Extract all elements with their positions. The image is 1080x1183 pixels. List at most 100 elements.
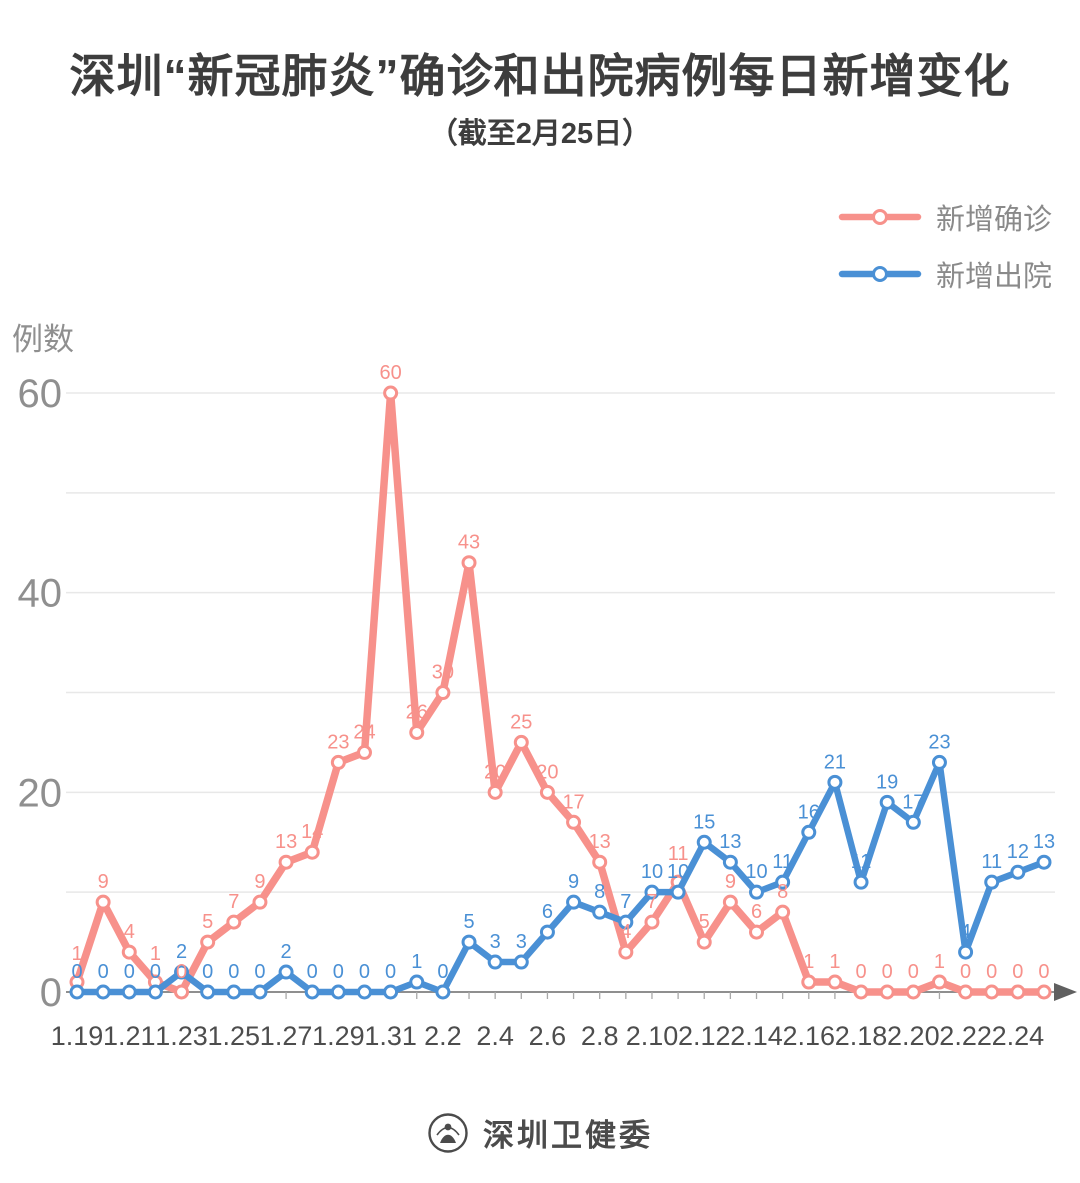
data-point bbox=[670, 884, 686, 900]
data-label: 0 bbox=[307, 961, 318, 983]
data-point bbox=[539, 784, 555, 800]
x-tick-label: 2.6 bbox=[529, 1021, 567, 1051]
data-label: 14 bbox=[301, 821, 323, 843]
data-label: 0 bbox=[124, 961, 135, 983]
data-point bbox=[879, 984, 895, 1000]
data-label: 7 bbox=[646, 891, 657, 913]
data-label: 8 bbox=[594, 881, 605, 903]
data-point bbox=[905, 814, 921, 830]
data-point bbox=[592, 854, 608, 870]
data-label: 0 bbox=[437, 961, 448, 983]
data-label: 30 bbox=[432, 662, 454, 684]
data-label: 0 bbox=[908, 961, 919, 983]
x-tick-label: 2.8 bbox=[581, 1021, 619, 1051]
data-point bbox=[435, 984, 451, 1000]
data-label: 10 bbox=[745, 861, 767, 883]
data-label: 16 bbox=[798, 801, 820, 823]
data-label: 0 bbox=[882, 961, 893, 983]
data-label: 4 bbox=[124, 921, 135, 943]
data-label: 43 bbox=[458, 532, 480, 554]
data-label: 5 bbox=[202, 911, 213, 933]
data-label: 0 bbox=[150, 961, 161, 983]
data-label: 8 bbox=[777, 881, 788, 903]
data-label: 23 bbox=[327, 731, 349, 753]
x-tick-label: 2.2 bbox=[424, 1021, 462, 1051]
data-point bbox=[383, 385, 399, 401]
data-label: 0 bbox=[986, 961, 997, 983]
y-tick-label: 20 bbox=[18, 771, 63, 815]
data-point bbox=[200, 984, 216, 1000]
data-label: 3 bbox=[490, 931, 501, 953]
data-label: 25 bbox=[510, 711, 532, 733]
data-point bbox=[461, 934, 477, 950]
data-label: 60 bbox=[379, 362, 401, 384]
data-point bbox=[1010, 864, 1026, 880]
legend-item-confirmed: 新增确诊 bbox=[838, 196, 1052, 238]
data-label: 9 bbox=[725, 871, 736, 893]
x-tick-label: 1.23 bbox=[155, 1021, 208, 1051]
data-point bbox=[356, 984, 372, 1000]
data-label: 2 bbox=[281, 941, 292, 963]
data-point bbox=[618, 944, 634, 960]
data-point bbox=[984, 984, 1000, 1000]
data-label: 0 bbox=[254, 961, 265, 983]
data-point bbox=[879, 794, 895, 810]
data-label: 13 bbox=[719, 831, 741, 853]
data-label: 4 bbox=[620, 921, 631, 943]
data-point bbox=[435, 685, 451, 701]
x-tick-label: 2.24 bbox=[992, 1021, 1045, 1051]
footer: 深圳卫健委 bbox=[0, 1110, 1080, 1155]
data-label: 6 bbox=[751, 901, 762, 923]
data-point bbox=[252, 984, 268, 1000]
x-tick-label: 2.14 bbox=[730, 1021, 783, 1051]
data-label: 24 bbox=[353, 721, 375, 743]
data-label: 11 bbox=[772, 851, 793, 873]
data-label: 13 bbox=[1033, 831, 1055, 853]
x-tick-label: 2.12 bbox=[678, 1021, 731, 1051]
legend-line-marker-icon bbox=[838, 209, 922, 225]
data-point bbox=[539, 924, 555, 940]
data-point bbox=[696, 934, 712, 950]
data-point bbox=[958, 984, 974, 1000]
data-label: 11 bbox=[851, 851, 872, 873]
data-point bbox=[801, 824, 817, 840]
data-point bbox=[95, 894, 111, 910]
data-point bbox=[121, 984, 137, 1000]
page-title: 深圳“新冠肺炎”确诊和出院病例每日新增变化 bbox=[69, 50, 1011, 102]
legend-line-marker-icon bbox=[838, 266, 922, 282]
data-point bbox=[304, 984, 320, 1000]
data-label: 0 bbox=[71, 961, 82, 983]
data-point bbox=[487, 954, 503, 970]
data-point bbox=[226, 984, 242, 1000]
data-label: 1 bbox=[803, 951, 814, 973]
data-point bbox=[931, 754, 947, 770]
data-point bbox=[775, 904, 791, 920]
data-point bbox=[722, 854, 738, 870]
data-point bbox=[69, 984, 85, 1000]
data-label: 11 bbox=[668, 843, 689, 865]
data-label: 0 bbox=[385, 961, 396, 983]
data-label: 7 bbox=[620, 891, 631, 913]
data-point bbox=[801, 974, 817, 990]
data-label: 0 bbox=[1012, 961, 1023, 983]
data-label: 0 bbox=[359, 961, 370, 983]
data-label: 3 bbox=[516, 931, 527, 953]
data-label: 0 bbox=[202, 961, 213, 983]
data-point bbox=[749, 924, 765, 940]
x-tick-label: 1.25 bbox=[208, 1021, 261, 1051]
data-point bbox=[749, 884, 765, 900]
data-label: 0 bbox=[98, 961, 109, 983]
data-point bbox=[1036, 984, 1052, 1000]
x-tick-label: 2.10 bbox=[626, 1021, 679, 1051]
shenzhen-health-logo-icon bbox=[428, 1112, 468, 1153]
legend-label-discharged: 新增出院 bbox=[935, 261, 1052, 293]
data-label: 9 bbox=[568, 871, 579, 893]
y-axis-title: 例数 bbox=[12, 322, 74, 357]
data-point bbox=[356, 744, 372, 760]
data-label: 19 bbox=[876, 771, 898, 793]
data-point bbox=[330, 754, 346, 770]
data-point bbox=[592, 904, 608, 920]
data-point bbox=[121, 944, 137, 960]
data-label: 1 bbox=[829, 951, 840, 973]
